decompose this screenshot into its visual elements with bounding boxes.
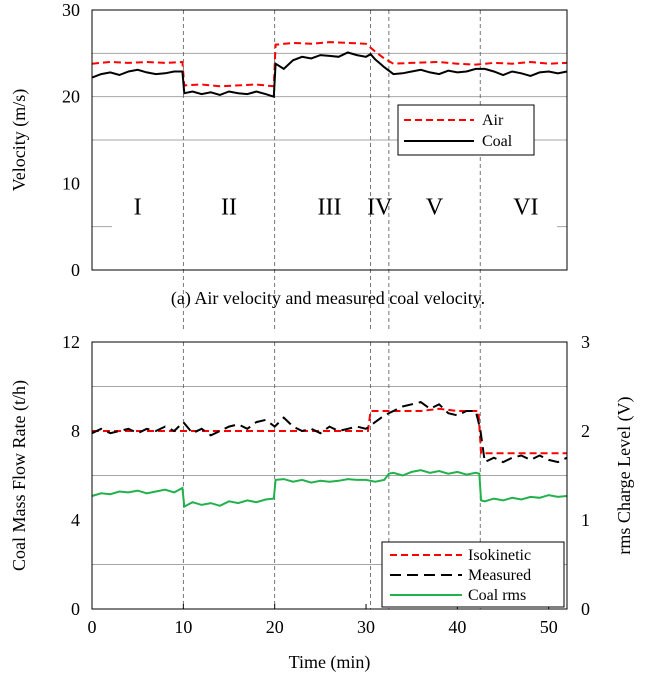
flow-plot-frame (91, 341, 568, 610)
flow-x-axis-label: Time (min) (289, 652, 371, 673)
x-tick-label: 10 (174, 617, 192, 637)
legend-label: Measured (468, 567, 531, 584)
series-line-air (91, 41, 568, 88)
x-tick-label: 40 (448, 617, 466, 637)
x-tick-label: 0 (88, 617, 97, 637)
y2-tick-label: 1 (581, 510, 590, 530)
velocity-y-ticks: 0 10 20 30 (62, 0, 80, 280)
flow-y2-axis-label: rms Charge Level (V) (614, 396, 635, 554)
series-line-isokinetic (92, 407, 567, 455)
y-tick-label: 10 (62, 173, 80, 193)
y-tick-label: 12 (62, 332, 80, 352)
y-tick-label: 4 (71, 510, 80, 530)
phase-label-band (112, 182, 557, 228)
legend-label: Coal (482, 133, 513, 150)
phase-label: III (318, 195, 342, 221)
velocity-phase-lines (182, 10, 481, 330)
y-tick-label: 30 (62, 0, 80, 20)
phase-label: V (426, 195, 444, 221)
flow-grid (92, 386, 567, 565)
legend-box (397, 104, 535, 156)
x-tick-label: 20 (266, 617, 284, 637)
y2-tick-label: 3 (581, 332, 590, 352)
velocity-series (91, 41, 568, 99)
legend-label: Coal rms (468, 587, 526, 604)
x-tick-label: 30 (357, 617, 375, 637)
series-line-coal-rms (91, 469, 568, 509)
flow-legend: Isokinetic Measured Coal rms (381, 541, 565, 608)
flow-y2-ticks: 0 1 2 3 (581, 332, 590, 619)
phase-label: II (221, 195, 237, 221)
series-line-coal (91, 51, 568, 99)
legend-label: Isokinetic (468, 547, 531, 564)
flow-series (91, 401, 568, 509)
velocity-legend: Air Coal (397, 104, 535, 156)
y2-tick-label: 2 (581, 421, 590, 441)
phase-label: IV (367, 195, 393, 221)
series-line-measured (91, 401, 568, 464)
legend-label: Air (482, 112, 504, 129)
velocity-y-axis-label: Velocity (m/s) (9, 89, 30, 191)
velocity-grid (92, 52, 567, 228)
y-tick-label: 8 (71, 421, 80, 441)
y2-tick-label: 0 (581, 599, 590, 619)
x-tick-label: 50 (540, 617, 558, 637)
y-tick-label: 0 (71, 260, 80, 280)
flow-x-ticks: 0 10 20 30 40 50 (88, 604, 558, 637)
phase-label: I (134, 195, 142, 221)
y-tick-label: 20 (62, 87, 80, 107)
velocity-caption: (a) Air velocity and measured coal veloc… (171, 288, 485, 309)
phase-labels: I II III IV V VI (134, 195, 539, 221)
flow-y-ticks: 0 4 8 12 (62, 332, 80, 619)
y-tick-label: 0 (71, 599, 80, 619)
flow-y-axis-label: Coal Mass Flow Rate (t/h) (9, 380, 30, 571)
velocity-plot-frame (91, 9, 568, 271)
phase-label: VI (513, 195, 538, 221)
